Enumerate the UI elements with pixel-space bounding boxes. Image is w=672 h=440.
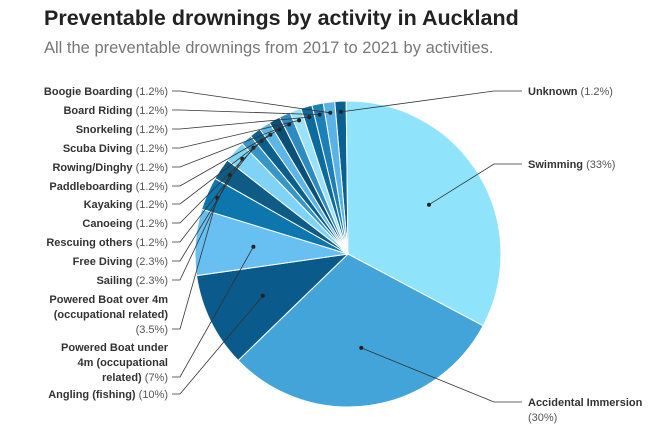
slice-label: Powered Boat under 4m (occupational relate… bbox=[61, 342, 169, 384]
slice-label: Accidental Immersion (30%) bbox=[528, 397, 643, 424]
leader-line bbox=[172, 90, 331, 114]
leader-dot bbox=[359, 345, 364, 350]
slice-label: Rescuing others (1.2%) bbox=[46, 237, 168, 249]
leader-dot bbox=[427, 202, 431, 207]
slice-label: Swimming (33%) bbox=[528, 159, 615, 171]
leader-line bbox=[172, 197, 218, 330]
slice-labels: Unknown (1.2%) Swimming (33%) Accidental I… bbox=[44, 86, 643, 424]
leader-line bbox=[172, 128, 280, 187]
slice-label: Snorkeling (1.2%) bbox=[76, 124, 168, 136]
leader-line bbox=[172, 116, 310, 130]
leader-line bbox=[428, 163, 522, 206]
slice-label: Powered Boat over 4m (occupational relate… bbox=[49, 294, 168, 336]
slice-label: Scuba Diving (1.2%) bbox=[63, 143, 168, 155]
leader-line bbox=[172, 140, 262, 224]
leader-line bbox=[172, 134, 271, 205]
slice-label: Canoeing (1.2%) bbox=[82, 218, 168, 230]
label-leaders bbox=[172, 90, 522, 403]
leader-line bbox=[361, 347, 522, 403]
leader-line bbox=[172, 109, 320, 115]
pie-slice-accidental-immersion bbox=[237, 253, 484, 408]
leader-line bbox=[172, 124, 290, 168]
leader-dot bbox=[287, 122, 292, 127]
slice-label: Paddleboarding (1.2%) bbox=[49, 181, 168, 193]
slice-label: Kayaking (1.2%) bbox=[84, 199, 168, 211]
chart-subtitle: All the preventable drownings from 2017 … bbox=[44, 39, 494, 57]
leader-line bbox=[340, 90, 522, 113]
slice-label: Free Diving (2.3%) bbox=[73, 256, 168, 268]
leader-dot bbox=[297, 118, 302, 123]
leader-line bbox=[172, 174, 231, 281]
pie-slice-boogie-boarding bbox=[322, 101, 349, 255]
leader-line bbox=[172, 147, 254, 243]
leader-line bbox=[172, 246, 254, 378]
leader-line bbox=[172, 120, 300, 149]
chart-title: Preventable drownings by activity in Auc… bbox=[44, 6, 519, 30]
slice-label: Sailing (2.3%) bbox=[96, 275, 168, 287]
slice-label: Angling (fishing) (10%) bbox=[48, 389, 168, 401]
leader-dot bbox=[338, 109, 343, 114]
leader-dot bbox=[328, 110, 333, 115]
slice-label: Unknown (1.2%) bbox=[528, 86, 613, 98]
leader-dot bbox=[260, 293, 265, 298]
leader-line bbox=[172, 158, 243, 262]
leader-dot bbox=[251, 244, 256, 249]
slice-label: Board Riding (1.2%) bbox=[63, 105, 168, 117]
slice-label: Boogie Boarding (1.2%) bbox=[44, 86, 168, 98]
pie-slices bbox=[194, 100, 502, 408]
leader-dot bbox=[317, 112, 322, 117]
leader-line bbox=[172, 295, 264, 395]
slice-label: Rowing/Dinghy (1.2%) bbox=[52, 162, 168, 174]
leader-dot bbox=[307, 115, 312, 120]
